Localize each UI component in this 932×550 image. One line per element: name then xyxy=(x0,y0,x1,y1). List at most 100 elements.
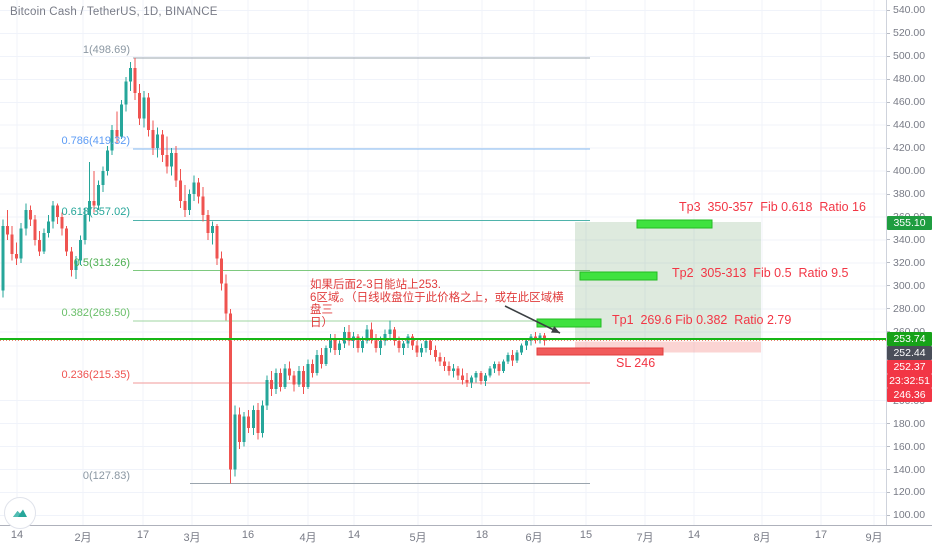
candle-body xyxy=(87,200,91,215)
price-tick-label: 480.00 xyxy=(893,73,926,86)
price-tick-label: 340.00 xyxy=(893,233,926,246)
time-tick-label: 17 xyxy=(814,529,828,541)
candle-body xyxy=(56,205,60,218)
candle-body xyxy=(292,375,296,385)
candle-body xyxy=(42,233,46,252)
candle-body xyxy=(115,129,119,137)
candle-body xyxy=(178,180,182,201)
price-tick xyxy=(886,262,890,264)
price-tick xyxy=(886,331,890,333)
time-tick-label: 2月 xyxy=(74,532,92,544)
candle-body xyxy=(360,340,364,348)
arrow-head xyxy=(551,326,560,333)
risk-zone xyxy=(575,341,761,353)
tp3-label[interactable]: Tp3 350-357 Fib 0.618 Ratio 16 xyxy=(679,200,866,214)
tp3-bar xyxy=(636,219,713,229)
time-tick-label: 15 xyxy=(579,529,593,541)
axis-badge-253.74: 253.74 xyxy=(887,332,932,346)
note-line: 如果后面2-3日能站上253. xyxy=(310,279,442,291)
candle-body xyxy=(420,347,424,353)
time-tick-label: 5月 xyxy=(409,532,427,544)
price-tick xyxy=(886,32,890,34)
fib-label-0(127.83)[interactable]: 0(127.83) xyxy=(82,469,130,482)
candle-body xyxy=(383,334,387,341)
candle-body xyxy=(483,375,487,382)
candle-body xyxy=(183,200,187,211)
fib-label-0.236(215.35)[interactable]: 0.236(215.35) xyxy=(61,369,131,382)
candle-body xyxy=(347,331,351,341)
price-tick xyxy=(886,491,890,493)
price-tick xyxy=(886,9,890,11)
candle-body xyxy=(511,354,515,361)
sl-label[interactable]: SL 246 xyxy=(616,356,656,370)
candle-body xyxy=(156,134,160,149)
symbol-legend[interactable]: Bitcoin Cash / TetherUS, 1D, BINANCE xyxy=(10,6,218,18)
candle-body xyxy=(247,416,251,429)
candle-body xyxy=(238,414,242,442)
axis-badge-246.36: 246.36 xyxy=(887,388,932,402)
candle-body xyxy=(19,228,23,259)
candle-body xyxy=(188,194,192,211)
time-tick-label: 14 xyxy=(687,529,701,541)
price-tick xyxy=(886,239,890,241)
candle-body xyxy=(538,335,542,340)
note-line: 日） xyxy=(310,316,333,329)
publisher-avatar[interactable] xyxy=(4,497,36,529)
price-tick-label: 300.00 xyxy=(893,279,926,292)
price-tick-label: 380.00 xyxy=(893,188,926,201)
candle-body xyxy=(524,340,528,346)
candle-body xyxy=(288,368,292,376)
candle-body xyxy=(224,283,228,314)
candle-body xyxy=(433,350,437,358)
note-line: 6区域。（日线收盘位于此价格之上，或在此区域横盘三 xyxy=(310,291,564,317)
candle-body xyxy=(15,253,19,259)
axis-badge-252.44: 252.44 xyxy=(887,346,932,360)
fib-label-0.5(313.26)[interactable]: 0.5(313.26) xyxy=(73,256,130,269)
tp1-label[interactable]: Tp1 269.6 Fib 0.382 Ratio 2.79 xyxy=(612,313,792,327)
candle-body xyxy=(461,375,465,381)
chart-canvas[interactable] xyxy=(0,0,886,525)
fib-label-1(498.69)[interactable]: 1(498.69) xyxy=(82,43,130,56)
price-tick-label: 100.00 xyxy=(893,509,926,522)
fib-label-0.786(419.32)[interactable]: 0.786(419.32) xyxy=(61,134,131,147)
candle-body xyxy=(74,260,78,270)
candle-body xyxy=(78,239,82,261)
candle-body xyxy=(97,184,101,206)
tp1-bar xyxy=(536,318,602,328)
candle-body xyxy=(256,409,260,433)
candle-body xyxy=(133,67,137,94)
candle-body xyxy=(260,405,264,433)
candle-body xyxy=(515,352,519,361)
candle-body xyxy=(479,373,483,382)
candle-body xyxy=(151,129,155,149)
price-tick-label: 120.00 xyxy=(893,486,926,499)
time-tick-label: 4月 xyxy=(299,532,317,544)
candle-body xyxy=(492,363,496,369)
candle-body xyxy=(197,182,201,197)
candle-body xyxy=(542,335,546,341)
fib-label-0.618(357.02)[interactable]: 0.618(357.02) xyxy=(61,206,131,219)
candle-body xyxy=(411,336,414,346)
candle-body xyxy=(397,340,401,348)
candle-body xyxy=(160,134,164,156)
candle-body xyxy=(10,234,14,254)
time-tick-label: 17 xyxy=(136,529,150,541)
candle-body xyxy=(269,380,273,390)
candle-body xyxy=(110,129,114,151)
candle-body xyxy=(124,81,128,105)
candle-body xyxy=(374,338,378,348)
tp2-label[interactable]: Tp2 305-313 Fib 0.5 Ratio 9.5 xyxy=(672,266,849,280)
fib-label-0.382(269.50)[interactable]: 0.382(269.50) xyxy=(61,306,131,319)
idea-note-annotation[interactable]: 如果后面2-3日能站上253. 6区域。（日线收盘位于此价格之上，或在此区域横盘… xyxy=(310,279,575,329)
candle-body xyxy=(320,354,323,364)
time-tick-label: 6月 xyxy=(525,532,543,544)
price-tick-label: 440.00 xyxy=(893,119,926,132)
candle-body xyxy=(37,239,41,252)
price-tick xyxy=(886,147,890,149)
candle-body xyxy=(229,313,232,470)
price-tick xyxy=(886,101,890,103)
time-tick-label: 9月 xyxy=(865,532,883,544)
price-tick-label: 320.00 xyxy=(893,256,926,269)
tp2-bar xyxy=(579,271,658,281)
price-tick xyxy=(886,514,890,516)
